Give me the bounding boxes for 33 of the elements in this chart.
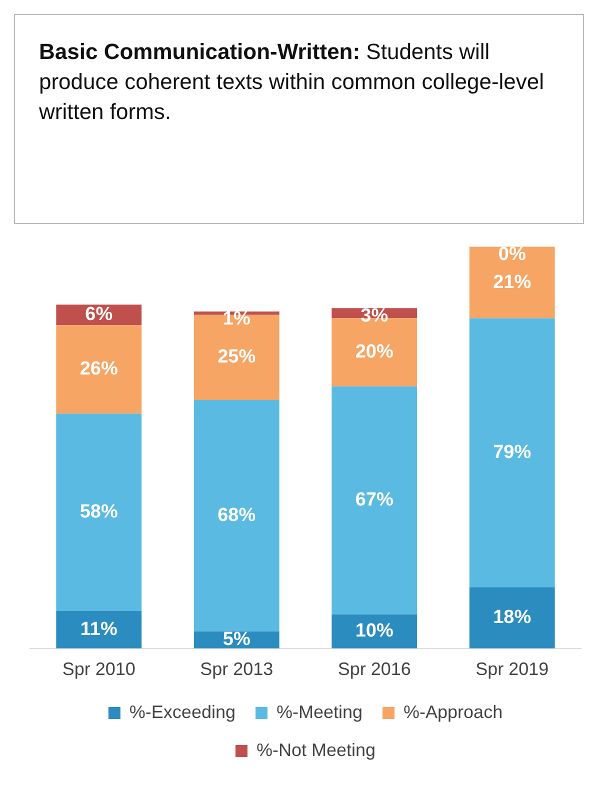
data-label: 67%	[355, 490, 394, 511]
data-label: 20%	[355, 342, 394, 363]
bar	[469, 587, 555, 648]
x-tick-label: Spr 2010	[62, 659, 136, 680]
bar	[469, 246, 555, 318]
bar	[194, 400, 280, 632]
legend-label: %-Approach	[404, 702, 503, 722]
legend-label: %-Exceeding	[129, 702, 236, 722]
chart-title: Basic Communication-Written: Students will produce coherent texts within common college-level written forms.	[14, 14, 584, 224]
bar	[56, 325, 142, 414]
data-label: 3%	[360, 305, 388, 326]
bar	[332, 386, 418, 614]
data-label: 10%	[355, 620, 394, 642]
legend-label: %-Not Meeting	[256, 740, 376, 760]
data-label: 0%	[498, 244, 526, 266]
data-label: 21%	[493, 272, 532, 293]
data-label: 5%	[222, 629, 250, 650]
x-tick-label: Spr 2019	[476, 659, 549, 680]
x-tick-label: Spr 2013	[200, 659, 274, 680]
data-label: 11%	[80, 618, 118, 640]
bar	[56, 610, 142, 648]
data-label: 25%	[218, 346, 256, 368]
x-tick-label: Spr 2016	[338, 659, 411, 680]
bar	[469, 318, 555, 588]
data-label: 6%	[85, 304, 113, 326]
data-label: 68%	[218, 504, 256, 526]
data-label: 26%	[80, 358, 118, 380]
data-label: 58%	[80, 502, 118, 522]
data-label: 18%	[493, 607, 532, 628]
data-label: 1%	[222, 308, 250, 330]
bar	[56, 414, 142, 611]
data-label: 79%	[493, 442, 532, 463]
legend-label: %-Meeting	[276, 702, 363, 722]
